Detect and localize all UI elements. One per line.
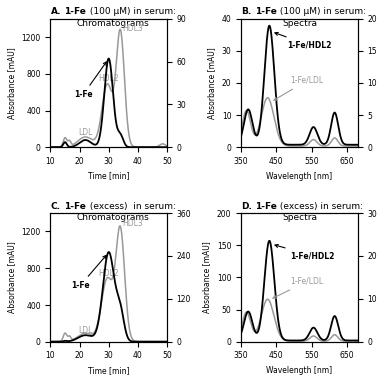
Text: 1-Fe/HDL2: 1-Fe/HDL2 bbox=[275, 32, 331, 50]
Text: D.: D. bbox=[241, 202, 252, 210]
Text: LDL: LDL bbox=[78, 128, 93, 138]
Y-axis label: Absorbance [mAU]: Absorbance [mAU] bbox=[7, 241, 16, 313]
Text: 1-Fe/LDL: 1-Fe/LDL bbox=[273, 277, 324, 298]
Text: Chromatograms: Chromatograms bbox=[76, 213, 149, 222]
Text: C.: C. bbox=[50, 202, 60, 210]
Text: (excess)  in serum:: (excess) in serum: bbox=[86, 202, 175, 210]
X-axis label: Time [min]: Time [min] bbox=[88, 366, 129, 375]
Text: 1-Fe/LDL: 1-Fe/LDL bbox=[274, 76, 324, 100]
Text: 1-Fe: 1-Fe bbox=[74, 62, 106, 99]
X-axis label: Time [min]: Time [min] bbox=[88, 172, 129, 181]
Text: 1-Fe: 1-Fe bbox=[71, 256, 106, 290]
Y-axis label: Absorbance [mAU]: Absorbance [mAU] bbox=[202, 241, 211, 313]
Text: (100 μM) in serum:: (100 μM) in serum: bbox=[86, 7, 175, 16]
Y-axis label: Absorbance [mAU]: Absorbance [mAU] bbox=[7, 47, 16, 119]
Text: Spectra: Spectra bbox=[282, 19, 317, 28]
Text: HDL2: HDL2 bbox=[99, 269, 119, 278]
Text: 1-Fe: 1-Fe bbox=[255, 7, 277, 16]
Text: Chromatograms: Chromatograms bbox=[76, 19, 149, 28]
Y-axis label: Absorbance [mAU]: Absorbance [mAU] bbox=[207, 47, 216, 119]
Text: (excess) in serum:: (excess) in serum: bbox=[277, 202, 363, 210]
Text: A.: A. bbox=[50, 7, 61, 16]
X-axis label: Wavelength [nm]: Wavelength [nm] bbox=[266, 366, 333, 375]
Text: 1-Fe/HDL2: 1-Fe/HDL2 bbox=[275, 244, 335, 260]
Text: HDL3: HDL3 bbox=[122, 24, 142, 34]
Text: HDL3: HDL3 bbox=[122, 219, 142, 228]
Text: LDL: LDL bbox=[78, 325, 93, 335]
X-axis label: Wavelength [nm]: Wavelength [nm] bbox=[266, 172, 333, 181]
Text: 1-Fe: 1-Fe bbox=[255, 202, 277, 210]
Text: 1-Fe: 1-Fe bbox=[65, 202, 86, 210]
Text: 1-Fe: 1-Fe bbox=[65, 7, 86, 16]
Text: HDL2: HDL2 bbox=[99, 74, 119, 83]
Text: B.: B. bbox=[241, 7, 252, 16]
Text: Spectra: Spectra bbox=[282, 213, 317, 222]
Text: (100 μM) in serum:: (100 μM) in serum: bbox=[277, 7, 366, 16]
